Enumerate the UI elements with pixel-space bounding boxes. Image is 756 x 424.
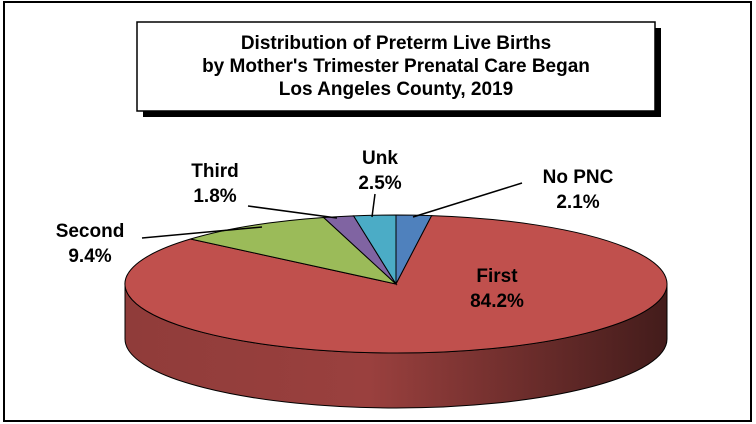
chart-title: Distribution of Preterm Live Births (241, 33, 551, 54)
slice-label: First (476, 266, 518, 287)
leader-line (412, 182, 523, 218)
leader-line (141, 226, 263, 239)
value-label: 84.2% (470, 291, 524, 312)
value-label: 2.5% (358, 173, 401, 194)
slice-label: No PNC (543, 167, 614, 188)
value-label: 1.8% (193, 186, 236, 207)
value-label: 2.1% (556, 192, 599, 213)
labels: No PNC 2.1% First 84.2% Second 9.4% Third 1.8% U… (56, 148, 614, 312)
value-label: 9.4% (68, 246, 111, 267)
slice (190, 216, 398, 285)
leader-line (371, 193, 376, 218)
chart-title: by Mother's Trimester Prenatal Care Bega… (202, 56, 590, 77)
title-box (136, 21, 656, 112)
leader-line (247, 205, 338, 219)
slice-label: Unk (362, 148, 398, 169)
pie (124, 214, 668, 409)
slice (352, 214, 397, 286)
slice-label: Third (191, 161, 239, 182)
slice-label: Second (56, 221, 125, 242)
chart-title: Los Angeles County, 2019 (279, 79, 513, 100)
